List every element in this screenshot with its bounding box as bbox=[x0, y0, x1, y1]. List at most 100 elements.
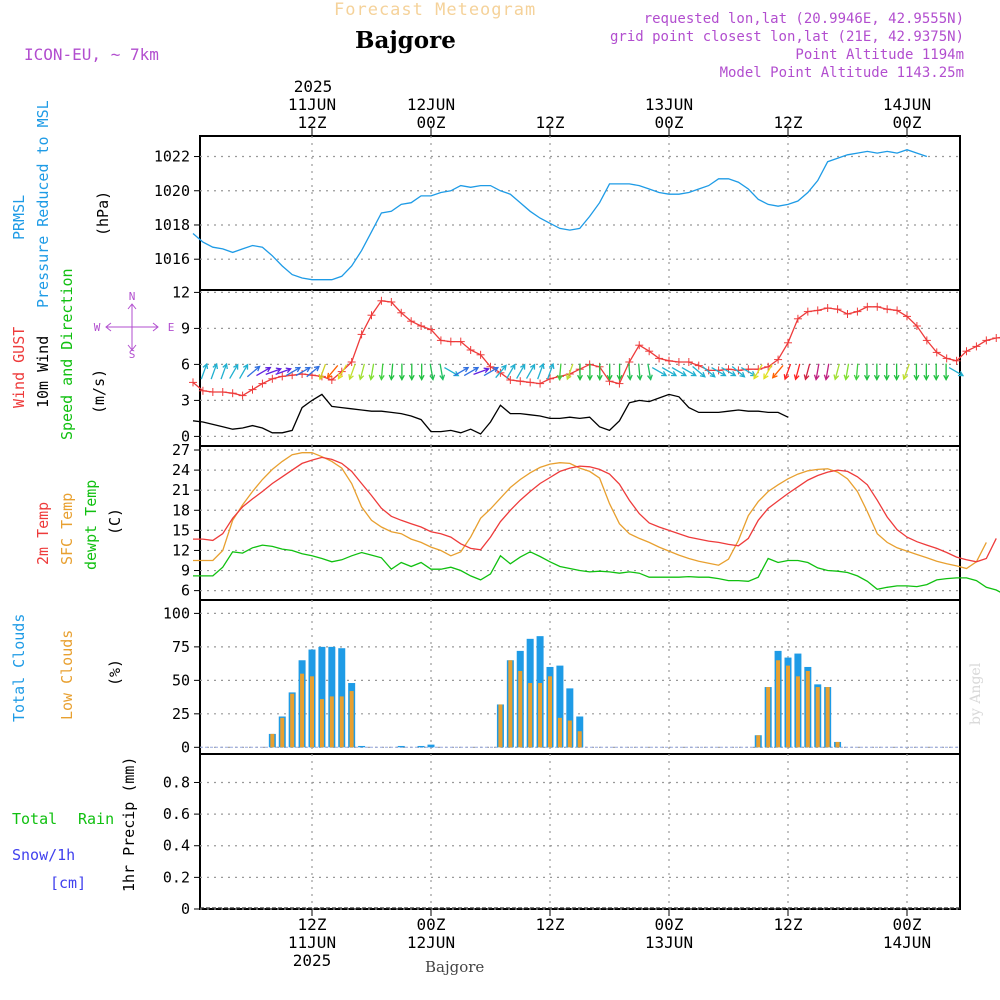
low-cloud-bar bbox=[310, 676, 314, 748]
gust-point bbox=[436, 336, 445, 345]
precip-total-label: Total bbox=[12, 810, 57, 828]
ytick-label-1-0: 0 bbox=[181, 427, 190, 445]
gust-point bbox=[922, 336, 931, 345]
top-tick-label: 14JUN 00Z bbox=[857, 96, 957, 132]
wind-direction-arrow bbox=[337, 364, 348, 380]
wind-direction-arrow bbox=[596, 363, 603, 381]
wind-direction-arrow bbox=[525, 363, 536, 379]
gust-point bbox=[883, 305, 892, 314]
low-cloud-bar bbox=[339, 696, 344, 748]
wind-ylabel: (m/s) bbox=[90, 369, 108, 414]
ytick-label-4-4: 0.8 bbox=[163, 773, 190, 791]
gust-point bbox=[268, 374, 277, 383]
bottom-tick-day: 12JUN bbox=[406, 933, 456, 952]
precip-cm-label: [cm] bbox=[50, 874, 86, 892]
gust-point bbox=[813, 306, 822, 315]
wind-direction-arrow bbox=[220, 362, 228, 380]
wind-direction-arrow bbox=[863, 363, 870, 381]
bottom-tick-day: 14JUN bbox=[882, 933, 932, 952]
wind-direction-arrow bbox=[358, 363, 366, 381]
gust-point bbox=[198, 386, 207, 395]
wind-direction-arrow bbox=[454, 366, 470, 377]
gust-point bbox=[347, 358, 356, 366]
wind-direction-arrow bbox=[265, 367, 283, 375]
ytick-label-3-0: 0 bbox=[181, 738, 190, 756]
clouds-ylabel: (%) bbox=[106, 659, 124, 686]
wind-direction-arrow bbox=[763, 364, 773, 380]
ytick-label-2-3: 15 bbox=[172, 521, 190, 539]
gust-point bbox=[476, 350, 485, 359]
model-altitude: Model Point Altitude 1143.25m bbox=[719, 65, 964, 81]
ytick-label-2-2: 12 bbox=[172, 541, 190, 559]
bottom-tick-label: 00Z 14JUN bbox=[857, 916, 957, 952]
gust-point bbox=[912, 322, 921, 330]
ytick-label-2-6: 24 bbox=[172, 461, 190, 479]
wind-direction-arrow bbox=[813, 363, 820, 381]
top-tick-hour: 00Z bbox=[654, 113, 684, 132]
ytick-label-2-7: 27 bbox=[172, 441, 190, 459]
gust-point bbox=[446, 337, 455, 346]
bottom-tick-label: 00Z 12JUN bbox=[381, 916, 481, 952]
gust-point bbox=[853, 307, 862, 316]
wind-dir-label: Speed and Direction bbox=[58, 268, 76, 440]
wind-direction-arrow bbox=[473, 367, 490, 375]
total-cloud-bar bbox=[318, 646, 326, 748]
gust-point bbox=[506, 376, 515, 384]
gust-point bbox=[932, 348, 941, 357]
wind-direction-arrow bbox=[731, 365, 746, 378]
gust-point bbox=[972, 342, 981, 351]
wind-direction-arrow bbox=[636, 363, 643, 381]
gust-point bbox=[833, 305, 842, 314]
clouds-low-label: Low Clouds bbox=[58, 630, 76, 720]
ytick-label-0-3: 1022 bbox=[154, 148, 190, 166]
ytick-label-2-0: 6 bbox=[181, 582, 190, 600]
wind-direction-arrow bbox=[285, 366, 302, 377]
series-dewpt-temp bbox=[193, 544, 1000, 593]
gust-point bbox=[655, 354, 664, 363]
low-cloud-bar bbox=[290, 693, 295, 748]
top-tick-hour: 12Z bbox=[297, 113, 327, 132]
pressure-label-prmsl: PRMSL bbox=[10, 195, 28, 240]
total-cloud-bar bbox=[556, 665, 564, 748]
ytick-label-2-4: 18 bbox=[172, 501, 190, 519]
gust-point bbox=[456, 337, 465, 346]
wind-direction-arrow bbox=[943, 363, 950, 381]
wind-direction-arrow bbox=[295, 366, 312, 377]
gust-point bbox=[397, 308, 406, 317]
gust-point bbox=[704, 366, 713, 375]
total-cloud-bar bbox=[417, 745, 425, 748]
temp-ylabel: (C) bbox=[106, 508, 124, 535]
gust-point bbox=[407, 317, 416, 326]
ytick-label-4-2: 0.4 bbox=[163, 837, 190, 855]
wind-direction-arrow bbox=[516, 363, 526, 379]
wind-direction-arrow bbox=[483, 366, 500, 377]
bottom-tick-hour: 00Z bbox=[654, 915, 684, 934]
wind-direction-arrow bbox=[721, 367, 737, 377]
top-tick-day: 13JUN bbox=[644, 95, 694, 114]
gust-point bbox=[774, 355, 783, 364]
bottom-tick-day: 13JUN bbox=[644, 933, 694, 952]
gust-point bbox=[258, 379, 267, 388]
bottom-tick-hour: 12Z bbox=[297, 915, 327, 934]
bottom-tick-hour: 12Z bbox=[535, 915, 565, 934]
top-tick-hour: 00Z bbox=[892, 113, 922, 132]
low-cloud-bar bbox=[815, 687, 820, 748]
wind-direction-arrow bbox=[833, 363, 840, 381]
precip-rain-label: Rain bbox=[78, 810, 114, 828]
gust-point bbox=[526, 378, 535, 387]
gust-point bbox=[337, 367, 346, 376]
ytick-label-0-0: 1016 bbox=[154, 250, 190, 268]
wind-direction-arrow bbox=[429, 363, 436, 381]
wind-direction-arrow bbox=[873, 363, 880, 381]
wind-direction-arrow bbox=[692, 365, 706, 378]
ytick-label-1-2: 6 bbox=[181, 355, 190, 373]
ytick-label-3-4: 100 bbox=[163, 604, 190, 622]
ytick-label-4-0: 0 bbox=[181, 900, 190, 918]
gust-point bbox=[684, 358, 693, 366]
bottom-tick-label: 12Z bbox=[500, 916, 600, 934]
gust-point bbox=[278, 372, 287, 381]
wind-gust-label: Wind GUST bbox=[10, 327, 28, 408]
top-tick-label: 11JUN 12Z bbox=[262, 96, 362, 132]
wind-direction-arrow bbox=[711, 367, 727, 377]
